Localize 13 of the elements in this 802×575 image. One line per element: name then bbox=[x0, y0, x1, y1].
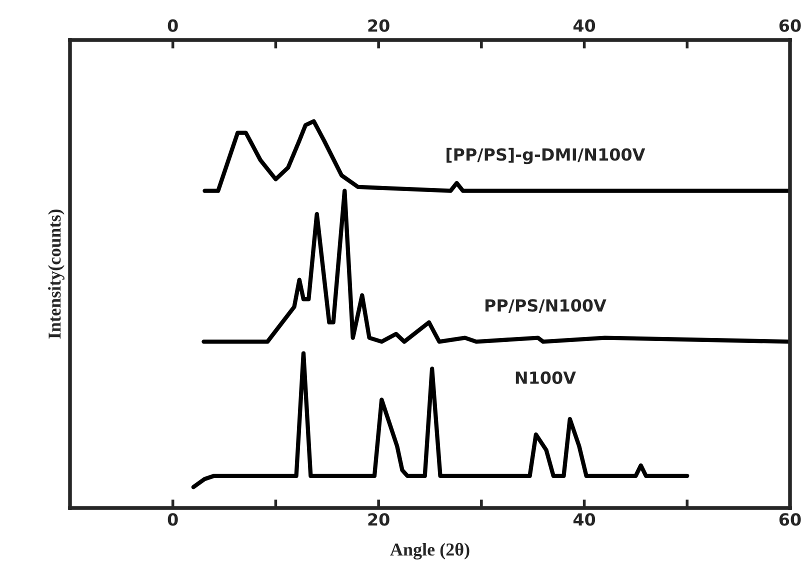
x-tick-label: 20 bbox=[368, 513, 390, 526]
x-tick-label: 60 bbox=[779, 513, 801, 526]
series-label: PP/PS/N100V bbox=[486, 299, 606, 314]
y-axis-title: Intensity(counts) bbox=[48, 210, 64, 339]
text: N100V bbox=[516, 371, 576, 384]
x-tick-label: 40 bbox=[573, 513, 596, 526]
x2-tick-label: 40 bbox=[573, 19, 596, 32]
x-tick-label: 0 bbox=[168, 513, 178, 526]
x-axis-title: Angle (2θ) bbox=[390, 542, 470, 560]
series-label: [PP/PS]-g-DMI/N100V bbox=[446, 148, 646, 164]
x2-tick-label: 20 bbox=[368, 19, 390, 32]
x2-tick-label: 60 bbox=[779, 19, 801, 32]
x2-tick-label: 0 bbox=[168, 19, 178, 32]
